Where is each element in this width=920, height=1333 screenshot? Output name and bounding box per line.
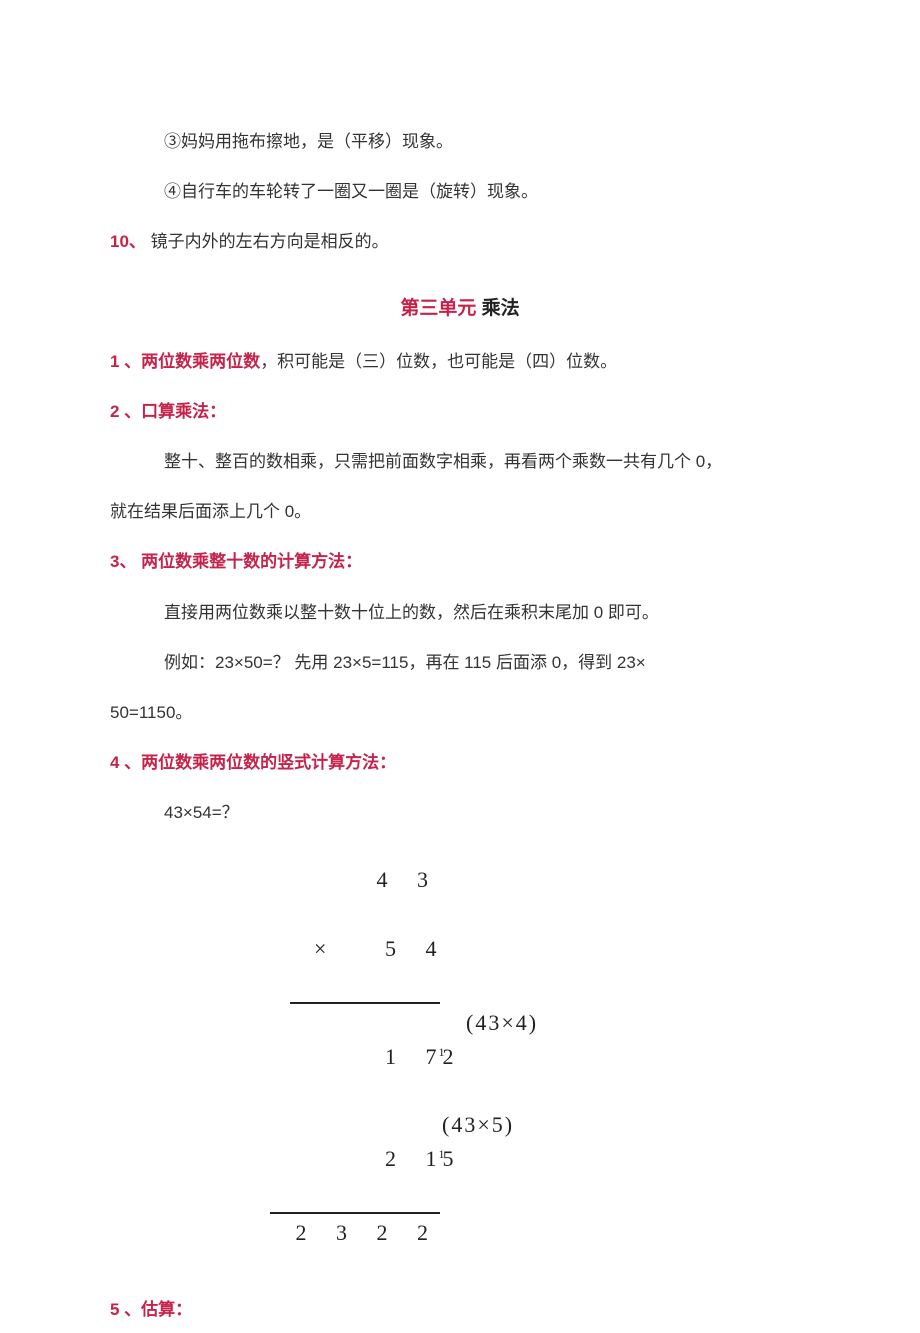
- item-5-number: 5 、估算：: [110, 1300, 192, 1319]
- item-3-number: 3、 两位数乘整十数的计算方法：: [110, 552, 362, 571]
- calc-rule-top: [290, 1002, 440, 1004]
- item-1-title: 1 、两位数乘两位数: [110, 352, 260, 371]
- item-4-number: 4 、两位数乘两位数的竖式计算方法：: [110, 753, 396, 772]
- point-10-text: 镜子内外的左右方向是相反的。: [146, 232, 389, 251]
- item-2-body-1: 整十、整百的数相乘，只需把前面数字相乘，再看两个乘数一共有几个 0，: [110, 440, 810, 484]
- calc-r4-post: 5: [443, 1146, 466, 1171]
- item-4-title: 4 、两位数乘两位数的竖式计算方法：: [110, 741, 810, 785]
- calc-r4-note: (43×5): [442, 1108, 514, 1142]
- item-3-title: 3、 两位数乘整十数的计算方法：: [110, 540, 810, 584]
- calc-row-4: 2 115 (43×5): [280, 1108, 640, 1210]
- item-5-title: 5 、估算：: [110, 1288, 810, 1332]
- calc-row-2: × 5 4: [280, 898, 640, 1000]
- calc-row-5: 2 3 2 2: [280, 1216, 640, 1250]
- calc-r4: 2 115: [280, 1108, 440, 1210]
- calc-r2: ×5 4: [280, 898, 440, 1000]
- item-1-text: ，积可能是（三）位数，也可能是（四）位数。: [260, 352, 617, 371]
- item-3-body-3: 50=1150。: [110, 691, 810, 735]
- example-3: ③妈妈用拖布擦地，是（平移）现象。: [110, 120, 810, 164]
- item-3-body-2: 例如：23×50=？ 先用 23×5=115，再在 115 后面添 0，得到 2…: [110, 641, 810, 685]
- calc-multiply-sign: ×: [314, 932, 338, 966]
- vertical-calculation: 4 3 × 5 4 1 712 (43×4) 2 115 (43×5) 2 3 2…: [280, 863, 640, 1250]
- calc-r3-note: (43×4): [466, 1006, 538, 1040]
- unit-heading: 第三单元 乘法: [110, 293, 810, 320]
- calc-r3: 1 712: [280, 1006, 440, 1108]
- example-4: ④自行车的车轮转了一圈又一圈是（旋转）现象。: [110, 170, 810, 214]
- calc-r1: 4 3: [280, 863, 440, 897]
- item-2-number: 2 、口算乘法：: [110, 402, 226, 421]
- point-10-number: 10、: [110, 232, 146, 251]
- item-4-expr: 43×54=？: [110, 791, 810, 835]
- item-2-title: 2 、口算乘法：: [110, 390, 810, 434]
- calc-rule-bottom: [270, 1212, 440, 1214]
- calc-r5: 2 3 2 2: [280, 1216, 440, 1250]
- item-1: 1 、两位数乘两位数，积可能是（三）位数，也可能是（四）位数。: [110, 340, 810, 384]
- point-10: 10、 镜子内外的左右方向是相反的。: [110, 220, 810, 264]
- unit-heading-black: 乘法: [476, 298, 519, 319]
- item-3-body-1: 直接用两位数乘以整十数十位上的数，然后在乘积末尾加 0 即可。: [110, 591, 810, 635]
- calc-r2-digits: 5 4: [385, 936, 449, 961]
- calc-r3-post: 2: [443, 1044, 466, 1069]
- item-2-body-2: 就在结果后面添上几个 0。: [110, 490, 810, 534]
- calc-row-1: 4 3: [280, 863, 640, 897]
- calc-row-3: 1 712 (43×4): [280, 1006, 640, 1108]
- unit-heading-red: 第三单元: [400, 298, 476, 319]
